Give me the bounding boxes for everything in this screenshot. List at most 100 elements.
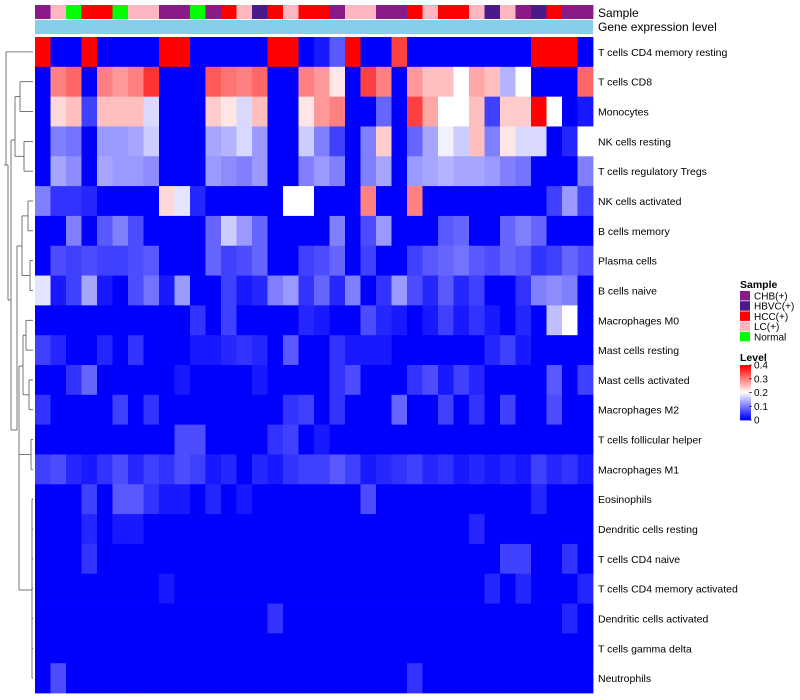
heatmap-cell <box>221 66 237 98</box>
heatmap-cell <box>143 305 160 336</box>
heatmap-cell <box>391 663 408 694</box>
heatmap-cell <box>515 37 532 68</box>
heatmap-cell <box>174 66 191 98</box>
heatmap-cell <box>376 275 392 306</box>
heatmap-cell <box>515 603 532 634</box>
heatmap-cell <box>298 484 315 515</box>
heatmap-cell <box>174 215 191 247</box>
heatmap-cell <box>345 156 361 187</box>
heatmap-cell <box>159 573 175 604</box>
heatmap-cell <box>546 66 563 98</box>
sample-annotation-cell <box>329 5 346 19</box>
heatmap-cell <box>453 633 470 664</box>
heatmap-cell <box>577 633 594 664</box>
heatmap-cell <box>298 603 315 634</box>
heatmap-cell <box>159 514 175 545</box>
heatmap-cell <box>190 514 206 545</box>
heatmap-cell <box>252 305 268 336</box>
row-label: Macrophages M2 <box>598 405 679 417</box>
heatmap-cell <box>345 275 361 306</box>
heatmap-cell <box>236 633 253 664</box>
heatmap-cell <box>345 543 361 575</box>
heatmap-cell <box>81 603 98 634</box>
heatmap-cell <box>81 484 98 515</box>
heatmap-cell <box>577 454 594 485</box>
heatmap-cell <box>190 633 206 664</box>
heatmap-cell <box>190 454 206 485</box>
heatmap-cell <box>174 186 191 217</box>
legend-gradient-step <box>740 394 751 397</box>
heatmap-cell <box>345 514 361 545</box>
heatmap-cell <box>515 335 532 366</box>
legend-sample-label: LC(+) <box>754 322 779 333</box>
heatmap-cell <box>376 484 392 515</box>
heatmap-cell <box>174 454 191 485</box>
heatmap-cell <box>577 663 594 694</box>
sample-annotation-cell <box>205 5 222 19</box>
heatmap-cell <box>515 215 532 247</box>
heatmap-cell <box>112 394 129 426</box>
heatmap-cell <box>112 305 129 336</box>
heatmap-cell <box>221 305 237 336</box>
heatmap-cell <box>546 156 563 187</box>
heatmap-cell <box>453 186 470 217</box>
heatmap-cell <box>50 394 67 426</box>
heatmap-cell <box>221 454 237 485</box>
heatmap-cell <box>283 663 299 694</box>
heatmap-cell <box>438 275 454 306</box>
heatmap-cell <box>422 126 439 157</box>
heatmap-cell <box>314 305 330 336</box>
heatmap-cell <box>252 633 268 664</box>
heatmap-cell <box>469 394 485 426</box>
heatmap-cell <box>66 573 82 604</box>
heatmap-cell <box>81 543 98 575</box>
heatmap-cell <box>469 66 485 98</box>
heatmap-cell <box>577 573 594 604</box>
heatmap-cell <box>314 543 330 575</box>
legend-gradient-step <box>740 366 751 370</box>
heatmap-cell <box>221 156 237 187</box>
heatmap-cell <box>360 603 377 634</box>
heatmap-cell <box>314 394 330 426</box>
heatmap-cell <box>500 663 516 694</box>
heatmap-cell <box>500 514 516 545</box>
heatmap-cell <box>159 126 175 157</box>
legend-gradient-step <box>740 368 751 371</box>
heatmap-cell <box>531 305 547 336</box>
heatmap-cell <box>329 215 346 247</box>
heatmap-cell <box>577 215 594 247</box>
heatmap-cell <box>562 543 578 575</box>
heatmap-cell <box>267 66 284 98</box>
heatmap-cell <box>221 514 237 545</box>
heatmap-cell <box>112 126 129 157</box>
heatmap-cell <box>562 633 578 664</box>
heatmap-cell <box>484 603 501 634</box>
heatmap-cell <box>453 514 470 545</box>
heatmap-cell <box>128 394 144 426</box>
heatmap-cell <box>376 66 392 98</box>
heatmap-cell <box>376 454 392 485</box>
heatmap-cell <box>546 215 563 247</box>
heatmap-cell <box>515 126 532 157</box>
heatmap-cell <box>360 514 377 545</box>
row-label: T cells CD8 <box>598 77 652 89</box>
heatmap-cell <box>190 573 206 604</box>
sample-annotation-cell <box>66 5 82 19</box>
heatmap-cell <box>205 186 222 217</box>
heatmap-cell <box>174 275 191 306</box>
legend-gradient-step <box>740 392 751 395</box>
heatmap-cell <box>236 514 253 545</box>
heatmap-cell <box>283 126 299 157</box>
heatmap-cell <box>81 424 98 455</box>
sample-annotation-cell <box>360 5 377 19</box>
heatmap-cell <box>422 603 439 634</box>
heatmap-cell <box>50 245 67 276</box>
heatmap-cell <box>267 245 284 276</box>
heatmap-cell <box>128 484 144 515</box>
heatmap-cell <box>345 126 361 157</box>
heatmap-cell <box>143 663 160 694</box>
heatmap-cell <box>329 156 346 187</box>
heatmap-cell <box>35 633 51 664</box>
heatmap-cell <box>329 633 346 664</box>
